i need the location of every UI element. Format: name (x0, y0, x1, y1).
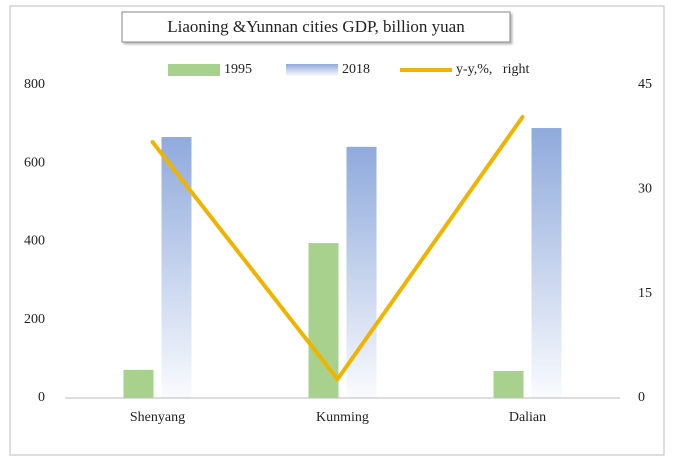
chart-title: Liaoning &Yunnan cities GDP, billion yua… (167, 17, 465, 36)
legend-swatch (286, 64, 338, 76)
bar (161, 137, 192, 398)
x-tick-label: Kunming (316, 410, 369, 425)
y-tick-label: 400 (24, 234, 45, 249)
bar (531, 128, 562, 398)
y-tick-label: 800 (24, 77, 45, 92)
y2-tick-label: 30 (638, 182, 652, 197)
y-tick-label: 0 (38, 390, 45, 405)
y-tick-label: 600 (24, 155, 45, 170)
x-tick-label: Dalian (509, 410, 546, 425)
bar (493, 371, 524, 398)
y2-tick-label: 0 (638, 390, 645, 405)
legend-label: y-y,%, right (456, 62, 529, 77)
y2-tick-label: 15 (638, 286, 652, 301)
y-tick-label: 200 (24, 312, 45, 327)
title-box (121, 11, 511, 43)
bar (123, 369, 154, 398)
y2-tick-label: 45 (638, 77, 652, 92)
line-series (150, 114, 525, 382)
x-tick-label: Shenyang (130, 410, 185, 425)
legend-label: 1995 (224, 62, 252, 77)
legend-label: 2018 (342, 62, 370, 77)
legend-swatch (168, 64, 220, 76)
